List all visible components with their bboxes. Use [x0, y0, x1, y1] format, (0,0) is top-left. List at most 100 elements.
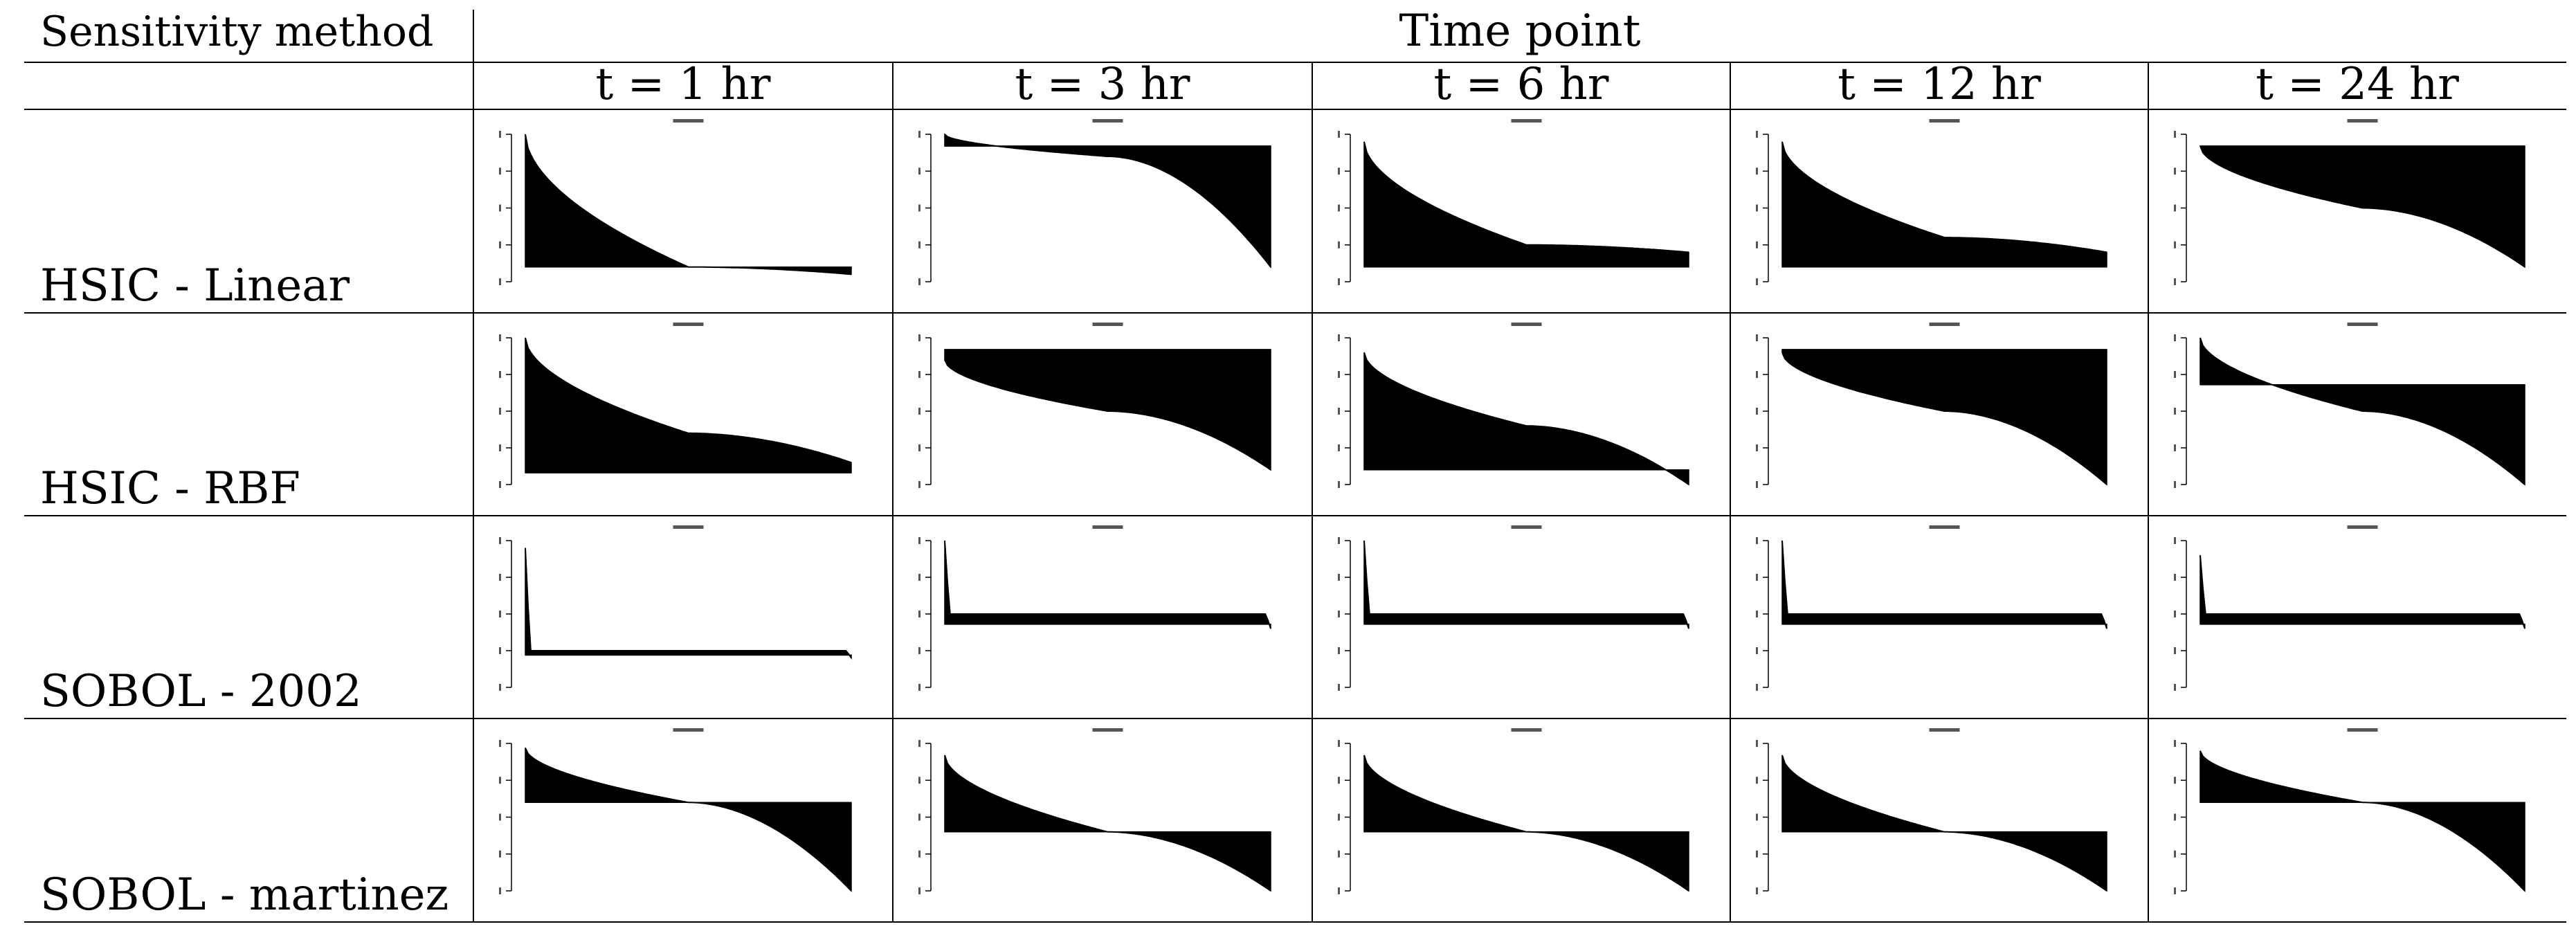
y-tick-label-mark [918, 334, 920, 341]
y-tick-label-mark [918, 813, 920, 821]
sensitivity-curve [2199, 337, 2525, 485]
sensitivity-area [944, 540, 1271, 629]
y-tick-label-mark [918, 444, 920, 451]
panel-title-mark [1092, 525, 1123, 529]
sensitivity-curve [1363, 540, 1689, 629]
y-tick-label-mark [499, 850, 501, 858]
panel-title-mark [1929, 728, 1960, 732]
y-tick-label-mark [918, 241, 920, 248]
sensitivity-curve [944, 359, 1271, 471]
panel-title-mark [1092, 119, 1123, 123]
sensitivity-area [944, 754, 1271, 892]
y-tick-label-mark [918, 481, 920, 488]
panel-title-mark [2347, 323, 2378, 326]
panel-title-mark [1929, 119, 1960, 123]
y-tick-label-mark [499, 611, 501, 617]
y-tick-label-mark [2174, 334, 2176, 341]
chart-panel [1338, 323, 1689, 488]
y-tick-label-mark [499, 371, 501, 378]
time-column-header: t = 1 hr [596, 59, 771, 110]
y-tick-label-mark [1756, 611, 1758, 617]
chart-panel [499, 119, 852, 285]
time-column-header: t = 6 hr [1434, 59, 1609, 110]
chart-panel [1338, 728, 1689, 894]
y-tick-label-mark [499, 537, 501, 544]
method-column-header: Sensitivity method [40, 8, 433, 56]
method-label: SOBOL - 2002 [40, 666, 362, 717]
y-tick-label-mark [499, 647, 501, 654]
chart-panel [1756, 525, 2107, 691]
sensitivity-curve [525, 337, 852, 464]
y-tick-label-mark [918, 537, 920, 544]
sensitivity-area [1781, 540, 2107, 629]
y-tick-label-mark [1338, 740, 1340, 747]
chart-panels [499, 119, 2525, 894]
y-tick-label-mark [918, 278, 920, 285]
y-tick-label-mark [499, 241, 501, 248]
y-tick-label-mark [1756, 647, 1758, 654]
chart-panel [918, 728, 1271, 894]
y-tick-label-mark [1756, 850, 1758, 858]
y-tick-label-mark [1756, 241, 1758, 248]
y-tick-label-mark [1338, 408, 1340, 415]
y-tick-label-mark [918, 887, 920, 894]
y-tick-label-mark [2174, 168, 2176, 175]
method-label: HSIC - RBF [40, 463, 300, 514]
time-column-header: t = 12 hr [1838, 59, 2041, 110]
chart-panel [1756, 728, 2107, 894]
y-tick-label-mark [1338, 131, 1340, 138]
panel-title-mark [1511, 525, 1542, 529]
panel-title-mark [1092, 728, 1123, 732]
y-tick-label-mark [499, 481, 501, 488]
time-column-header: t = 24 hr [2256, 59, 2459, 110]
method-labels: HSIC - Linear HSIC - RBF SOBOL - 2002 SOBOL… [40, 260, 448, 921]
y-tick-label-mark [1756, 204, 1758, 212]
sensitivity-area [1781, 349, 2107, 486]
y-tick-label-mark [1338, 611, 1340, 617]
y-tick-label-mark [1756, 168, 1758, 175]
method-label: SOBOL - martinez [40, 869, 448, 921]
y-tick-label-mark [1338, 684, 1340, 691]
sensitivity-curve [1781, 540, 2107, 629]
chart-panel [499, 728, 852, 894]
y-tick-label-mark [1756, 813, 1758, 821]
chart-panel [2174, 323, 2525, 488]
y-tick-label-mark [1756, 481, 1758, 488]
y-tick-label-mark [1338, 278, 1340, 285]
panel-title-mark [1929, 525, 1960, 529]
chart-panel [1756, 119, 2107, 285]
y-tick-label-mark [2174, 887, 2176, 894]
chart-panel [2174, 728, 2525, 894]
table-rules [24, 10, 2566, 923]
y-tick-label-mark [918, 204, 920, 212]
y-tick-label-mark [1338, 777, 1340, 784]
y-tick-label-mark [2174, 777, 2176, 784]
sensitivity-area [1363, 540, 1689, 629]
y-tick-label-mark [499, 777, 501, 784]
y-tick-label-mark [918, 611, 920, 617]
y-tick-label-mark [1338, 537, 1340, 544]
panel-title-mark [673, 323, 704, 326]
y-tick-label-mark [499, 574, 501, 581]
y-tick-label-mark [499, 334, 501, 341]
sensitivity-area [525, 337, 852, 473]
panel-title-mark [1092, 323, 1123, 326]
y-tick-label-mark [499, 444, 501, 451]
sensitivity-area [525, 134, 852, 275]
y-tick-label-mark [918, 168, 920, 175]
sensitivity-area [2199, 750, 2525, 892]
y-tick-label-mark [918, 850, 920, 858]
sensitivity-area [1781, 141, 2107, 268]
chart-panel [2174, 525, 2525, 691]
chart-panel [918, 525, 1271, 691]
y-tick-label-mark [1756, 574, 1758, 581]
sensitivity-curve [525, 548, 852, 659]
y-tick-label-mark [499, 813, 501, 821]
y-tick-label-mark [2174, 278, 2176, 285]
time-point-header: Time point [1399, 6, 1641, 57]
sensitivity-curve [1363, 352, 1689, 485]
y-tick-label-mark [918, 408, 920, 415]
y-tick-label-mark [1756, 887, 1758, 894]
sensitivity-area [525, 748, 852, 892]
